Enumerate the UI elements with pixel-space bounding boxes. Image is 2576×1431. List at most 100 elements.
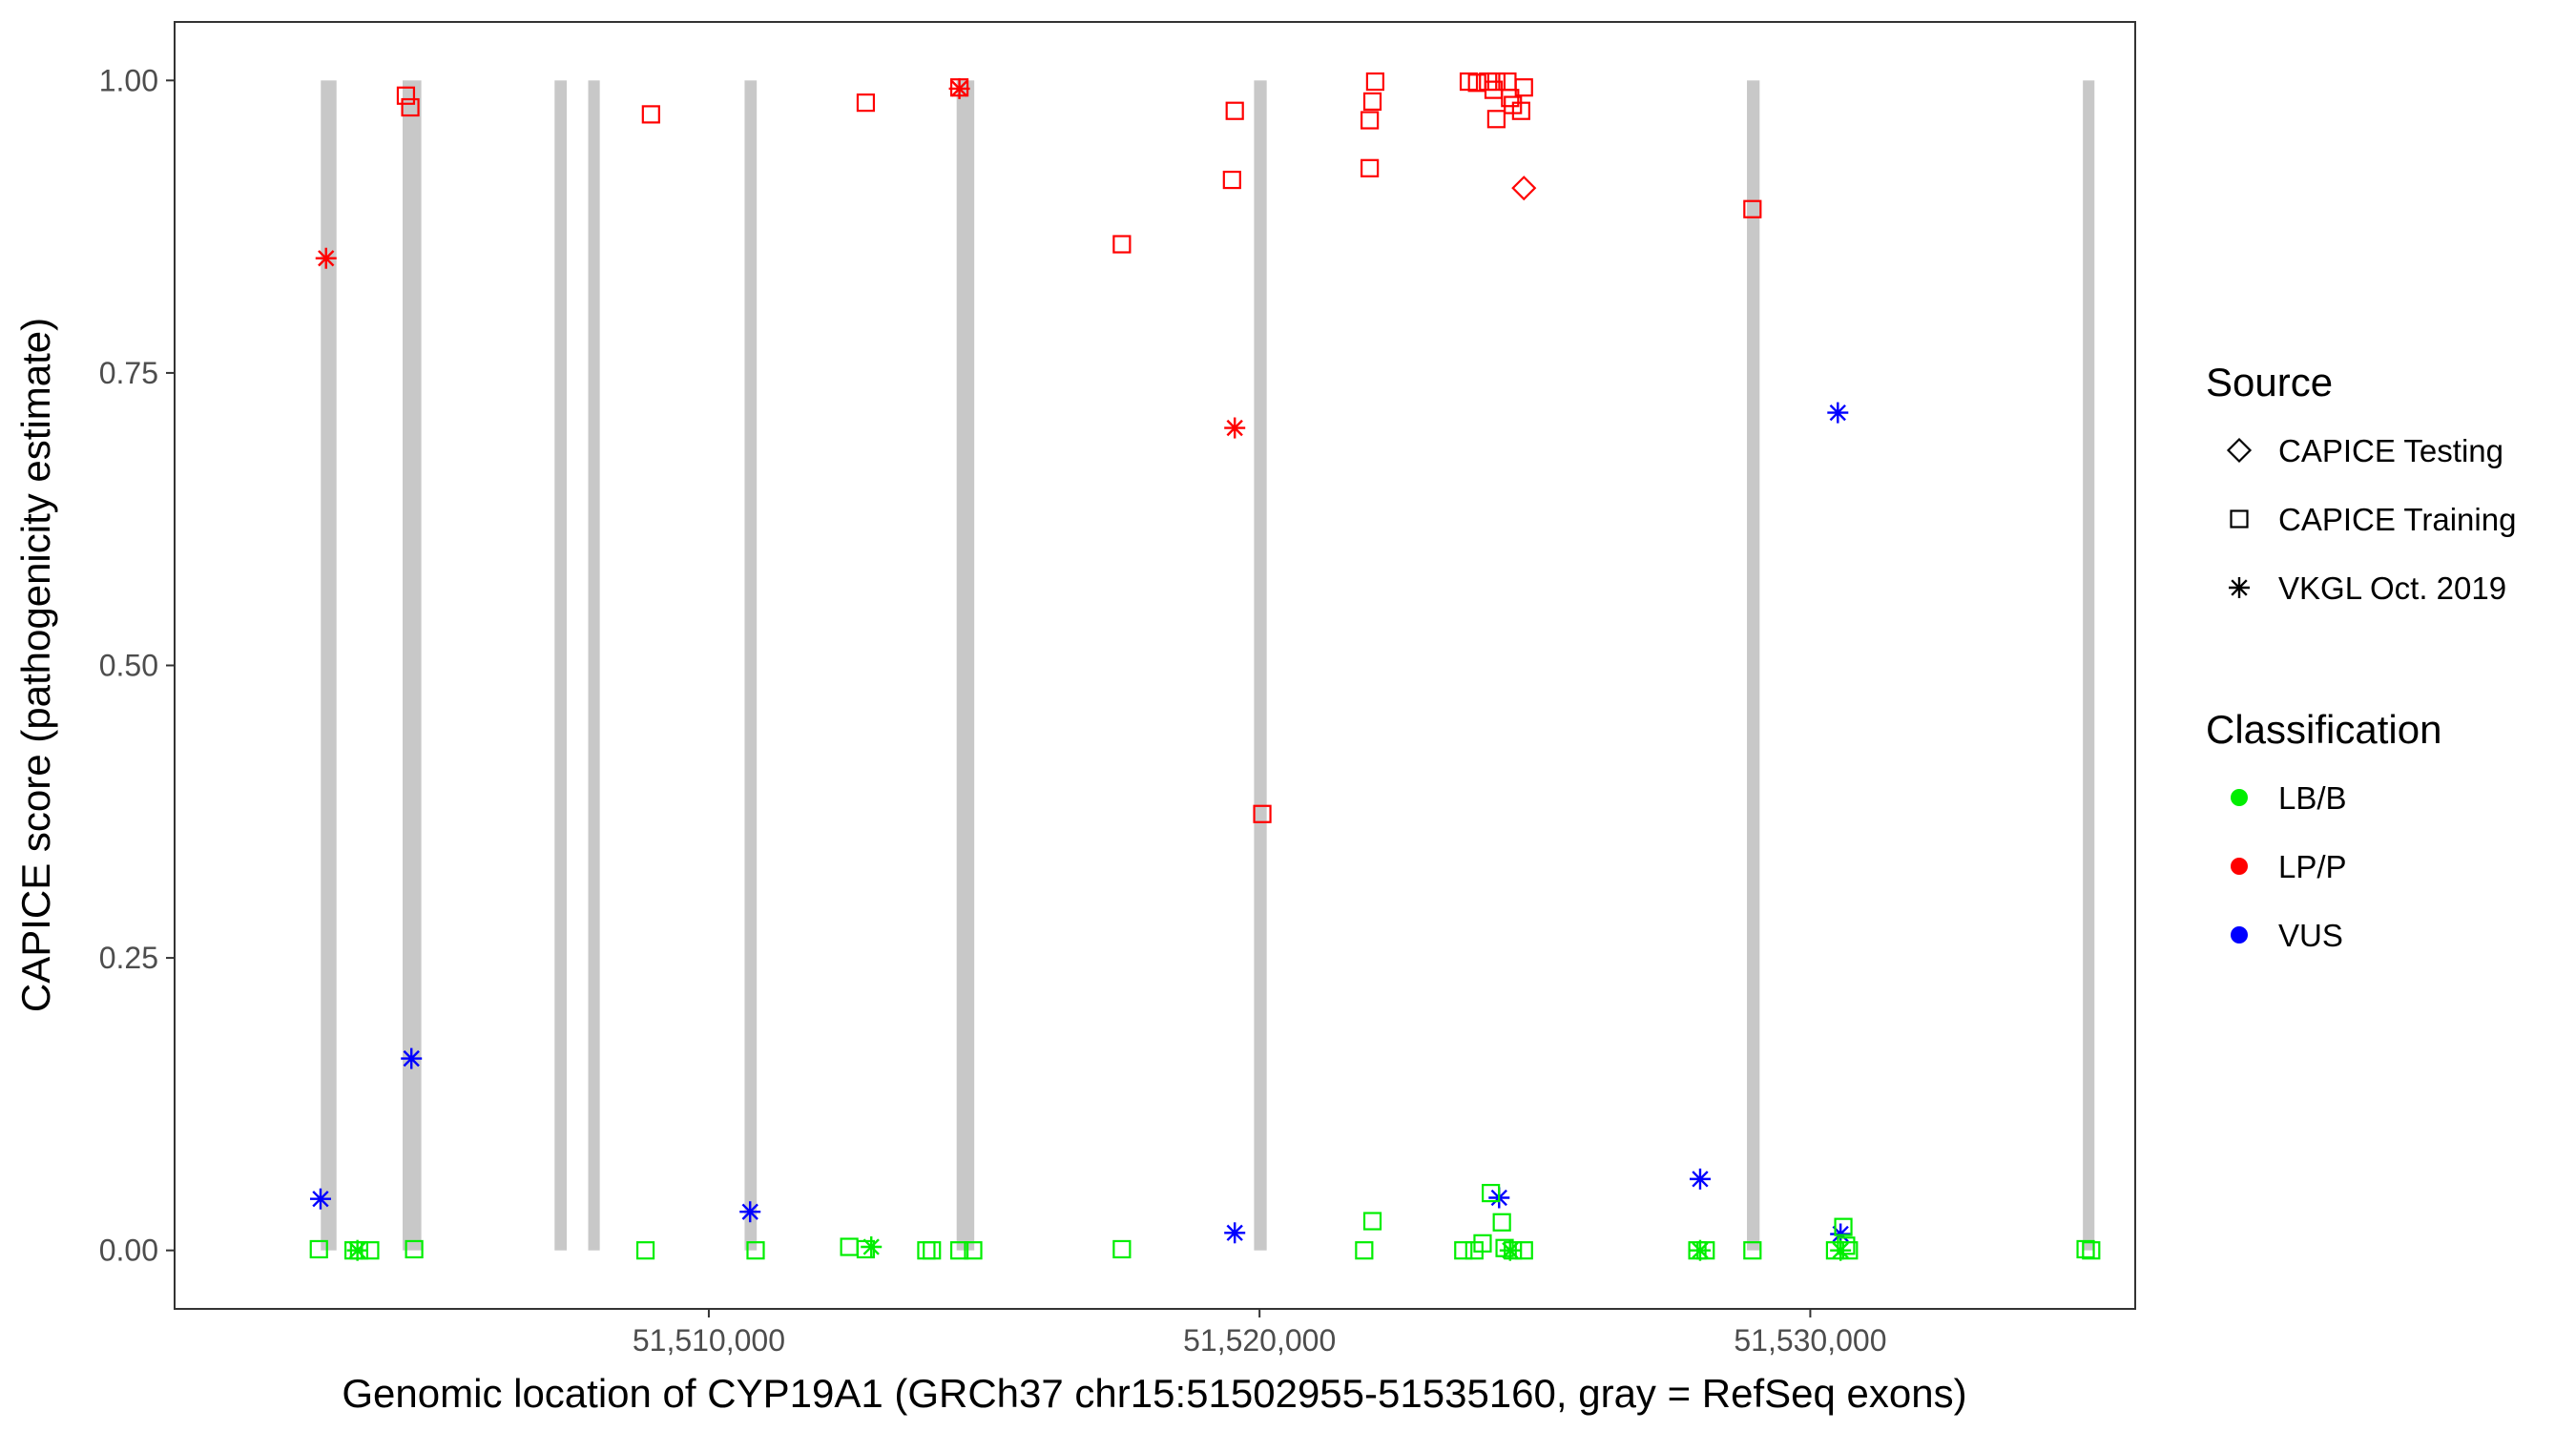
y-tick-label: 0.00 <box>99 1234 158 1268</box>
data-point-asterisk <box>309 1188 331 1210</box>
asterisk-stroke <box>312 1191 329 1208</box>
x-tick-label: 51,520,000 <box>1183 1323 1336 1358</box>
asterisk-stroke <box>1226 419 1243 437</box>
data-point-asterisk <box>315 247 337 269</box>
data-point-asterisk <box>739 1201 761 1223</box>
legend-label: VUS <box>2278 918 2343 953</box>
data-point-square <box>1355 1241 1374 1260</box>
data-point-square <box>1486 110 1506 129</box>
legend-key-diamond <box>2226 437 2253 464</box>
data-point-square <box>1837 1236 1856 1255</box>
legend-label: VKGL Oct. 2019 <box>2278 570 2506 606</box>
legend-key-dot <box>2231 926 2248 944</box>
legend-key-dot <box>2231 858 2248 875</box>
data-point-square <box>1362 92 1382 111</box>
asterisk-stroke <box>1832 1242 1849 1259</box>
data-point-square <box>1743 1241 1762 1260</box>
data-point-asterisk <box>861 1236 883 1258</box>
data-point-square <box>405 1239 424 1259</box>
x-axis-title: Genomic location of CYP19A1 (GRCh37 chr1… <box>342 1371 1966 1416</box>
data-point-square <box>641 105 660 124</box>
asterisk-stroke <box>1829 404 1846 422</box>
data-point-asterisk <box>1830 1239 1852 1261</box>
data-point-asterisk <box>346 1239 368 1261</box>
asterisk-stroke <box>1692 1171 1709 1188</box>
data-point-asterisk <box>1224 1222 1246 1244</box>
data-point-square <box>1112 1239 1132 1259</box>
data-point-square <box>2082 1241 2101 1260</box>
asterisk-stroke <box>1832 1225 1849 1243</box>
exon-bar <box>956 80 975 1251</box>
y-tick-label: 0.75 <box>99 356 158 390</box>
data-point-square <box>309 1239 328 1259</box>
data-point-square <box>1511 101 1530 120</box>
data-point-square <box>401 97 420 117</box>
asterisk-stroke <box>950 80 968 97</box>
data-point-square <box>1365 72 1384 92</box>
y-tick-label: 0.50 <box>99 649 158 683</box>
asterisk-stroke <box>862 1238 880 1255</box>
asterisk-stroke <box>348 1242 366 1259</box>
data-point-square <box>1361 111 1380 130</box>
exon-bar <box>321 80 337 1251</box>
data-point-square <box>1225 101 1244 120</box>
y-tick-label: 1.00 <box>99 63 158 97</box>
asterisk-stroke <box>2231 579 2248 596</box>
x-tick-label: 51,510,000 <box>633 1323 785 1358</box>
legend-key-dot <box>2231 789 2248 806</box>
data-point-square <box>1514 78 1533 97</box>
axes: 0.00 0.25 0.50 0.75 1.00 51,510,000 51,520,000… <box>99 63 1887 1358</box>
data-point-square <box>1473 1234 1492 1253</box>
x-tick-label: 51,530,000 <box>1734 1323 1886 1358</box>
data-point-square <box>856 93 876 113</box>
data-point-square <box>396 86 416 105</box>
data-point-square <box>2076 1239 2095 1259</box>
data-point-asterisk <box>1224 417 1246 439</box>
data-point-square <box>1362 1212 1382 1231</box>
asterisk-stroke <box>403 1049 420 1068</box>
asterisk-stroke <box>318 250 335 267</box>
exon-bar <box>554 80 567 1251</box>
legend-title: Classification <box>2206 707 2441 752</box>
data-point-square <box>1454 1241 1473 1260</box>
legend-key-square <box>2230 509 2249 529</box>
exon-bars <box>321 80 2095 1251</box>
data-point-diamond <box>1511 176 1537 201</box>
y-axis-title: CAPICE score (pathogenicity estimate) <box>13 318 58 1012</box>
data-point-square <box>1834 1217 1853 1236</box>
asterisk-stroke <box>1226 1224 1243 1241</box>
y-tick-label: 0.25 <box>99 941 158 975</box>
data-points <box>309 72 2101 1261</box>
legend: Source CAPICE Testing CAPICE Training VKGL … <box>2206 360 2516 953</box>
asterisk-stroke <box>741 1203 758 1220</box>
legend-key-asterisk <box>2229 577 2250 598</box>
data-point-square <box>923 1241 942 1260</box>
data-point-square <box>746 1241 765 1260</box>
data-point-square <box>1743 199 1762 218</box>
data-point-asterisk <box>948 77 970 99</box>
data-point-square <box>1482 1183 1501 1203</box>
exon-bar <box>2083 80 2095 1251</box>
data-point-square <box>949 1241 969 1260</box>
exon-bar <box>1254 80 1267 1251</box>
legend-title: Source <box>2206 360 2333 404</box>
data-point-square <box>1112 235 1132 254</box>
data-point-asterisk <box>401 1047 423 1069</box>
asterisk-stroke <box>1502 1242 1519 1259</box>
data-point-square <box>1492 1213 1511 1232</box>
data-point-square <box>1501 89 1520 108</box>
data-point-square <box>1253 804 1272 823</box>
data-point-square <box>964 1241 983 1260</box>
legend-label: CAPICE Testing <box>2278 433 2503 468</box>
data-point-asterisk <box>1689 1239 1711 1261</box>
legend-label: CAPICE Training <box>2278 502 2516 537</box>
legend-label: LB/B <box>2278 780 2347 816</box>
exon-bar <box>588 80 600 1251</box>
legend-label: LP/P <box>2278 849 2347 884</box>
data-point-square <box>1361 158 1380 177</box>
data-point-square <box>635 1241 655 1260</box>
data-point-asterisk <box>1827 402 1849 424</box>
exon-bar <box>1747 80 1760 1251</box>
